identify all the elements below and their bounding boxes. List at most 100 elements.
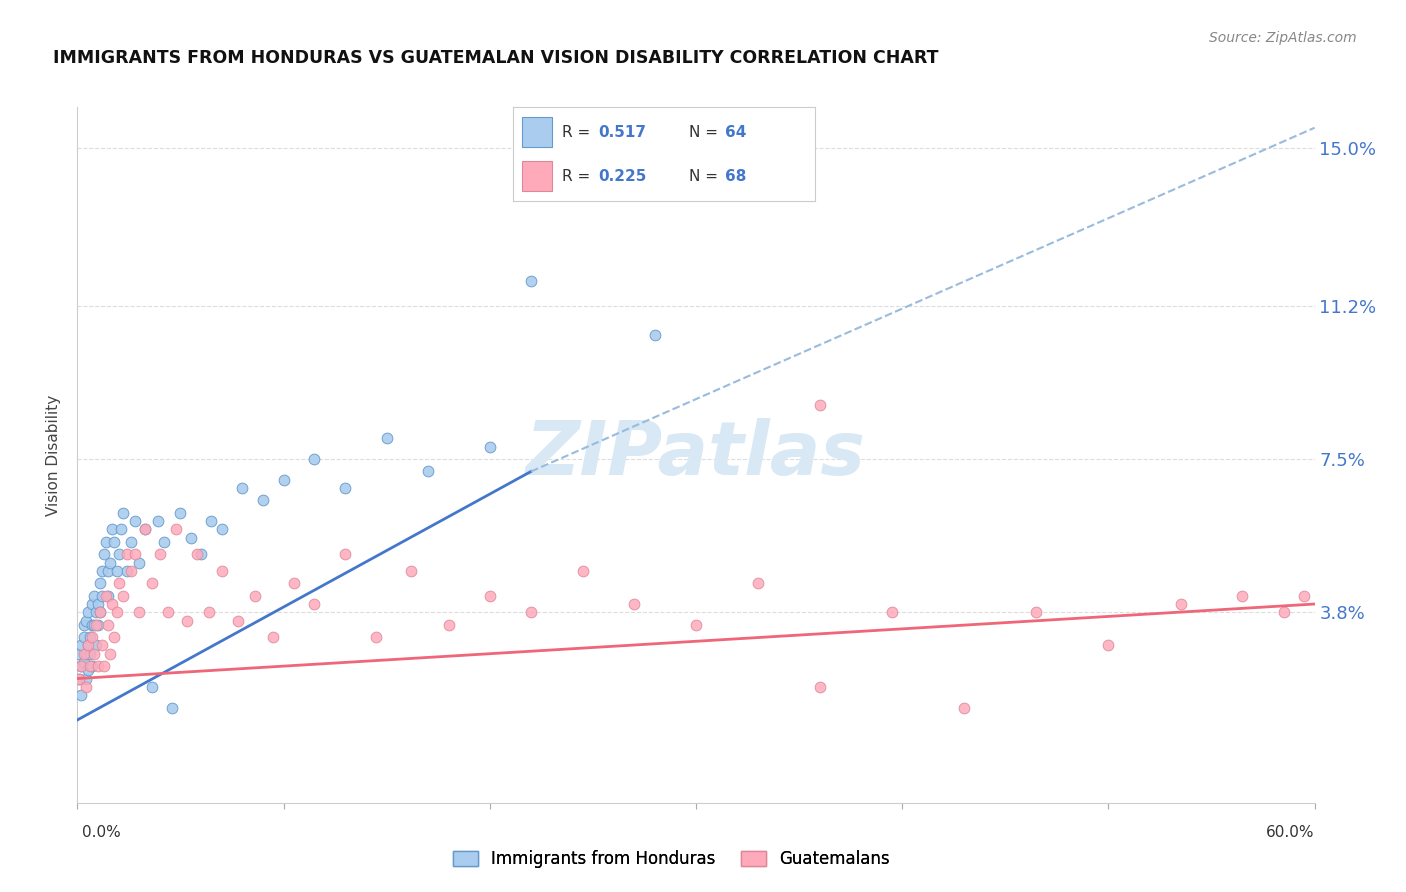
Point (1025, 605, 1047, 619)
Point (478, 589, 501, 603)
Point (76, 663, 98, 677)
Point (89, 605, 111, 619)
Point (105, 564, 128, 578)
Point (75, 614, 97, 628)
Point (1272, 605, 1295, 619)
Point (1232, 589, 1254, 603)
Point (72, 647, 94, 661)
Point (91, 564, 114, 578)
Point (110, 523, 132, 537)
Text: ZIPatlas: ZIPatlas (526, 418, 866, 491)
Point (880, 605, 903, 619)
Point (87, 659, 110, 673)
Point (84, 617, 107, 632)
Point (79, 630, 101, 644)
Point (72, 617, 94, 632)
Point (437, 617, 460, 632)
Point (335, 547, 357, 561)
Point (146, 514, 169, 528)
Point (141, 680, 163, 694)
Point (72, 655, 94, 669)
Text: 64: 64 (725, 125, 747, 140)
Point (97, 589, 120, 603)
Point (226, 614, 249, 628)
Point (198, 605, 221, 619)
Text: N =: N = (689, 169, 723, 184)
Text: R =: R = (561, 125, 595, 140)
Point (953, 700, 976, 714)
Y-axis label: Vision Disability: Vision Disability (46, 394, 62, 516)
Point (80, 617, 103, 632)
Text: 0.0%: 0.0% (82, 825, 121, 839)
Text: IMMIGRANTS FROM HONDURAS VS GUATEMALAN VISION DISABILITY CORRELATION CHART: IMMIGRANTS FROM HONDURAS VS GUATEMALAN V… (53, 49, 939, 67)
Point (87, 597, 110, 611)
Point (98, 647, 121, 661)
Point (149, 547, 172, 561)
Point (93, 547, 115, 561)
Point (252, 493, 274, 508)
Point (76, 605, 98, 619)
Point (105, 605, 128, 619)
Point (478, 440, 501, 454)
Point (1097, 639, 1119, 653)
Point (96, 589, 118, 603)
Point (83, 589, 105, 603)
Point (103, 535, 125, 549)
Point (111, 506, 134, 520)
Text: Source: ZipAtlas.com: Source: ZipAtlas.com (1209, 31, 1357, 45)
Point (571, 564, 593, 578)
Point (304, 452, 326, 467)
Point (1170, 597, 1192, 611)
Point (93, 659, 115, 673)
Point (211, 523, 233, 537)
Text: N =: N = (689, 125, 723, 140)
Point (80, 597, 103, 611)
Point (75, 680, 97, 694)
Point (808, 680, 831, 694)
Point (79, 647, 101, 661)
Point (76, 639, 98, 653)
Point (75, 672, 97, 686)
Point (128, 556, 150, 570)
Text: R =: R = (561, 169, 595, 184)
Point (186, 547, 208, 561)
Point (141, 576, 163, 591)
Point (124, 547, 146, 561)
FancyBboxPatch shape (522, 161, 553, 191)
Point (89, 576, 111, 591)
Point (1294, 589, 1316, 603)
Point (124, 514, 146, 528)
Point (128, 605, 150, 619)
Point (120, 564, 142, 578)
Point (153, 535, 176, 549)
Point (623, 597, 645, 611)
FancyBboxPatch shape (522, 118, 553, 147)
Point (808, 398, 831, 412)
Point (401, 564, 423, 578)
Point (304, 597, 326, 611)
Point (75, 647, 97, 661)
Point (335, 481, 357, 495)
Point (83, 617, 105, 632)
Point (243, 589, 266, 603)
Point (134, 523, 156, 537)
Point (747, 576, 769, 591)
Point (176, 614, 198, 628)
Point (84, 639, 107, 653)
Point (160, 700, 183, 714)
Point (83, 647, 105, 661)
Point (87, 617, 110, 632)
Point (76, 639, 98, 653)
Point (97, 564, 120, 578)
Point (644, 327, 666, 342)
Point (107, 576, 129, 591)
Point (115, 547, 138, 561)
Point (67, 647, 90, 661)
Point (157, 605, 180, 619)
Point (80, 630, 103, 644)
Point (84, 605, 107, 619)
Point (70, 659, 93, 673)
Point (70, 639, 93, 653)
Text: 60.0%: 60.0% (1267, 825, 1315, 839)
Point (231, 481, 253, 495)
